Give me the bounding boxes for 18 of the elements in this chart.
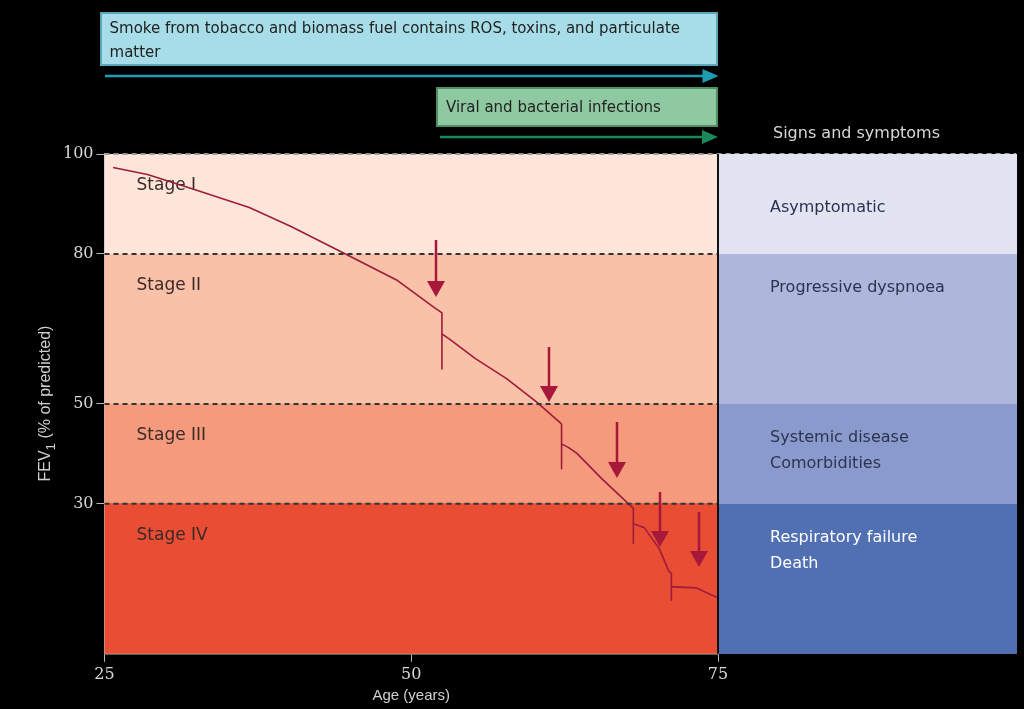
band-label: Stage II <box>136 274 202 295</box>
band-label: Stage IV <box>136 524 209 545</box>
y-tick-label: 100 <box>62 143 94 163</box>
y-tick-label: 50 <box>73 393 94 413</box>
x-axis-title: Age (years) <box>372 686 451 704</box>
text: Asymptomatic <box>770 196 886 218</box>
x-tick-label: 25 <box>94 663 115 683</box>
text: Progressive dyspnoea <box>770 275 945 298</box>
text: Respiratory failure Death <box>770 525 918 574</box>
text: Signs and symptoms <box>773 122 941 144</box>
x-tick-label: 75 <box>707 663 729 683</box>
text: Smoke from tobacco and biomass fuel contains ROS, toxins, and particulate matter <box>99 12 718 66</box>
text: Systemic disease Comorbidities <box>770 425 909 474</box>
band-label: Stage III <box>136 424 207 445</box>
text: Viral and bacterial infections <box>436 87 718 127</box>
y-tick-label: 30 <box>73 493 94 513</box>
y-tick-label: 80 <box>73 243 94 263</box>
x-tick-label: 50 <box>401 663 422 683</box>
